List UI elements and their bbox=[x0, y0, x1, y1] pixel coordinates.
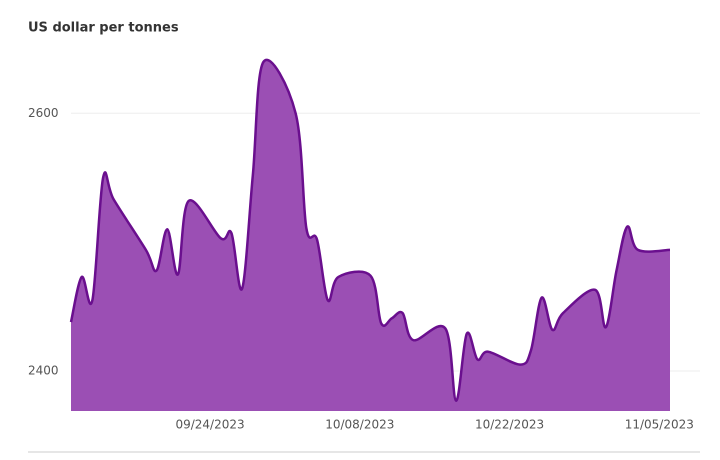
y-tick-label: 2400 bbox=[28, 364, 59, 378]
x-tick-label: 09/24/2023 bbox=[175, 418, 244, 432]
chart-title: US dollar per tonnes bbox=[28, 21, 179, 36]
x-tick-label: 11/05/2023 bbox=[625, 418, 694, 432]
area bbox=[71, 59, 670, 412]
x-tick-label: 10/22/2023 bbox=[475, 418, 544, 432]
x-tick-label: 10/08/2023 bbox=[325, 418, 394, 432]
y-tick-label: 2600 bbox=[28, 106, 59, 120]
line bbox=[69, 58, 671, 402]
